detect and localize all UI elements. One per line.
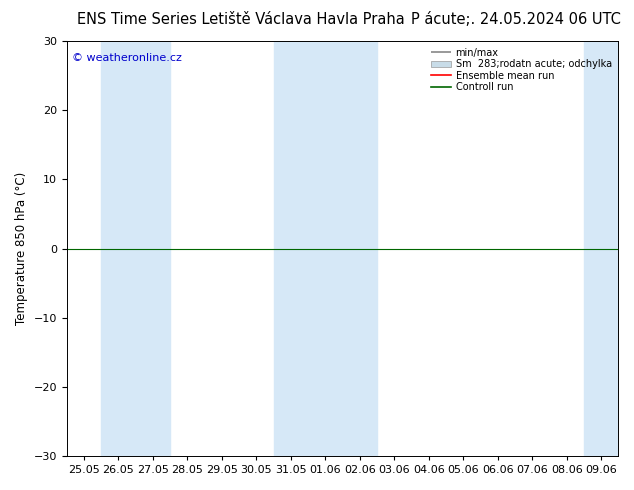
Bar [342, 41, 377, 456]
Bar [274, 41, 308, 456]
Y-axis label: Temperature 850 hPa (°C): Temperature 850 hPa (°C) [15, 172, 28, 325]
Legend: min/max, Sm  283;rodatn acute; odchylka, Ensemble mean run, Controll run: min/max, Sm 283;rodatn acute; odchylka, … [429, 46, 614, 94]
Text: © weatheronline.cz: © weatheronline.cz [72, 53, 182, 64]
Bar [308, 41, 342, 456]
Text: ENS Time Series Letiště Václava Havla Praha: ENS Time Series Letiště Václava Havla Pr… [77, 12, 404, 27]
Bar [584, 41, 619, 456]
Bar [136, 41, 170, 456]
Text: P ácute;. 24.05.2024 06 UTC: P ácute;. 24.05.2024 06 UTC [411, 12, 621, 27]
Bar [101, 41, 136, 456]
